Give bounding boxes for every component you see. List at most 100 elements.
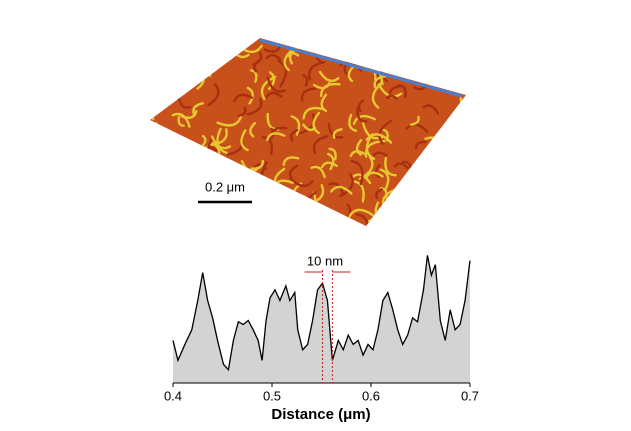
afm-stripe — [277, 59, 288, 88]
afm-stripe — [271, 191, 279, 209]
afm-surface — [150, 38, 466, 226]
afm-stripe — [357, 99, 365, 113]
afm-stripe — [210, 128, 228, 147]
afm-stripe — [302, 74, 309, 87]
afm-stripe — [191, 70, 199, 88]
afm-stripe — [260, 75, 277, 101]
afm-stripe — [190, 153, 206, 179]
afm-stripe — [325, 38, 350, 41]
afm-stripe — [373, 75, 387, 89]
afm-stripe — [267, 71, 276, 91]
afm-stripe — [414, 140, 428, 150]
afm-stripe — [308, 61, 326, 81]
afm-stripe — [290, 115, 301, 136]
afm-stripe — [406, 204, 417, 226]
x-tick-label: 0.7 — [461, 388, 479, 403]
afm-stripe — [379, 168, 390, 191]
afm-stripe — [151, 55, 158, 70]
afm-stripe — [320, 93, 328, 113]
afm-stripe — [318, 70, 340, 83]
afm-stripe — [201, 134, 207, 148]
afm-stripe — [168, 192, 182, 219]
afm-stripe — [230, 38, 250, 40]
afm-stripe — [465, 201, 466, 212]
afm-stripe — [432, 159, 445, 173]
afm-stripe — [252, 51, 263, 66]
area-fill — [173, 255, 470, 383]
afm-stripe — [158, 158, 170, 177]
afm-stripe — [405, 123, 429, 133]
afm-stripe — [423, 193, 441, 204]
afm-stripe — [124, 153, 141, 167]
afm-stripe — [349, 150, 366, 158]
afm-stripe — [246, 86, 254, 105]
afm-stripe — [183, 164, 196, 173]
afm-stripe — [365, 171, 384, 179]
x-tick-label: 0.5 — [263, 388, 281, 403]
afm-stripe — [150, 66, 159, 85]
afm-stripe — [244, 225, 259, 226]
afm-stripe — [459, 41, 466, 62]
afm-stripe — [297, 113, 316, 135]
afm-stripe — [415, 20, 428, 30]
afm-stripe — [450, 147, 466, 167]
afm-stripe — [191, 177, 206, 201]
afm-stripe — [452, 202, 466, 216]
afm-stripe — [378, 119, 393, 145]
afm-stripe — [303, 229, 308, 245]
afm-stripe — [359, 224, 369, 226]
afm-stripe — [302, 106, 325, 120]
afm-stripe — [422, 104, 440, 115]
afm-stripe — [181, 59, 191, 79]
afm-stripe — [177, 97, 192, 109]
afm-stripe — [355, 213, 370, 226]
afm-stripe — [429, 59, 443, 74]
afm-stripe — [150, 45, 154, 58]
afm-stripe — [224, 201, 248, 212]
afm-stripe — [265, 53, 282, 61]
afm-stripe — [452, 176, 466, 187]
afm-stripe — [266, 132, 286, 142]
afm-stripe — [312, 135, 329, 155]
afm-stripe — [150, 196, 154, 213]
afm-stripe — [150, 158, 160, 172]
afm-stripe — [207, 83, 220, 107]
afm-stripe — [226, 225, 239, 226]
afm-stripe — [464, 172, 466, 192]
afm-stripe — [430, 58, 442, 70]
afm-stripe — [171, 112, 191, 128]
afm-stripe — [356, 107, 368, 123]
afm-stripe — [150, 105, 155, 118]
afm-stripe — [249, 69, 258, 83]
afm-stripe — [131, 229, 145, 244]
afm-stripe — [433, 228, 450, 243]
afm-stripe — [386, 204, 395, 221]
profile-line — [259, 38, 463, 98]
afm-stripe — [312, 111, 321, 135]
afm-stripe — [286, 51, 300, 58]
afm-stripe — [452, 38, 466, 39]
afm-stripe — [288, 164, 298, 181]
afm-stripe — [177, 116, 185, 127]
afm-stripe — [175, 48, 188, 56]
afm-stripe — [448, 154, 463, 178]
afm-stripe — [459, 96, 466, 119]
afm-stripe — [448, 190, 464, 203]
afm-stripe — [450, 130, 459, 146]
afm-stripe — [347, 64, 356, 83]
x-axis-title: Distance (μm) — [271, 406, 370, 423]
afm-stripe — [150, 149, 155, 160]
afm-stripe — [429, 196, 446, 211]
afm-stripe — [250, 159, 265, 170]
afm-stripe — [448, 190, 459, 211]
afm-stripe — [150, 138, 162, 147]
afm-stripe — [449, 57, 458, 72]
afm-stripe — [283, 193, 306, 205]
afm-stripe — [310, 165, 326, 179]
afm-stripe — [239, 229, 244, 240]
afm-stripe — [328, 147, 337, 161]
afm-stripe — [184, 146, 206, 165]
afm-image — [124, 20, 493, 245]
afm-stripe — [469, 199, 493, 207]
afm-stripe — [193, 163, 210, 176]
